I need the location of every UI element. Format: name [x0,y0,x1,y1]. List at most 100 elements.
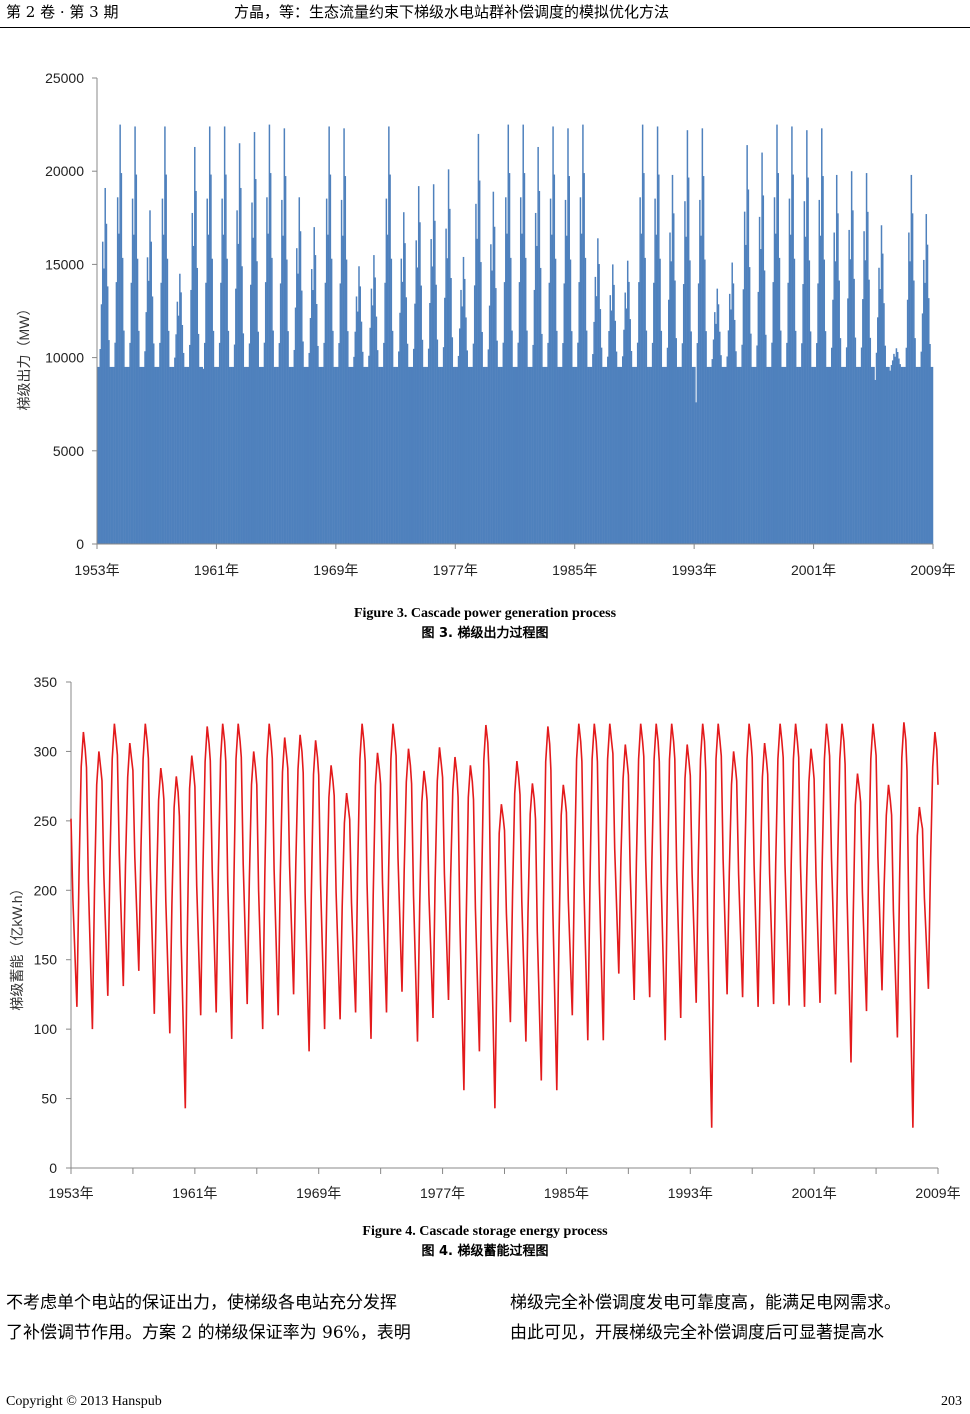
power-bar [378,366,380,544]
x-tick-label: 1969年 [296,1185,341,1201]
power-bar [537,146,539,544]
power-bar [495,288,497,544]
power-bar [543,366,546,544]
power-bar [730,309,732,544]
power-bar [740,366,742,544]
power-bar [452,366,455,544]
power-bar [99,349,101,544]
power-bar [847,298,849,544]
power-bar [328,126,330,545]
power-bar [111,366,114,544]
power-bar [556,330,558,544]
y-tick-label: 250 [34,813,58,829]
power-bar [126,366,129,544]
power-bar [401,281,404,544]
power-bar [686,130,689,544]
power-bar [869,337,872,544]
figure-3-caption-cn: 图 3. 梯级出力过程图 [421,626,549,641]
power-bar [562,343,564,544]
power-bar [301,290,303,544]
power-bar [908,232,910,544]
power-bar [624,292,626,544]
power-bar [529,366,532,544]
power-bar [858,366,860,544]
power-bar [696,343,699,544]
power-bar [629,319,631,544]
power-bar [176,301,179,544]
power-bar [835,174,838,544]
power-bar [716,288,719,544]
power-bar [661,366,664,544]
power-bar [583,173,585,544]
power-bar [577,342,579,544]
power-bar [715,323,717,544]
power-bar [666,347,669,544]
power-bar [344,176,347,545]
body-left-column: 不考虑单个电站的保证出力，使梯级各电站充分发挥 了补偿调节作用。方案 2 的梯级… [6,1288,476,1348]
power-bar [220,282,222,544]
power-bar [626,260,629,544]
power-bar [551,234,553,545]
y-tick-label: 300 [34,743,58,759]
power-bar [233,344,236,544]
power-bar [762,195,765,544]
y-axis-label: 梯级出力（MW） [16,302,32,411]
power-bar [855,366,858,544]
power-bar [848,229,850,544]
power-bar [376,350,379,544]
power-bar [653,282,655,544]
power-bar [561,366,563,544]
power-bar [633,366,635,544]
power-bar [405,297,408,544]
power-bar [781,366,783,544]
power-bar [135,174,138,544]
power-bar [174,357,176,544]
power-bar [676,366,679,544]
power-bar [863,231,865,544]
power-bar [343,128,345,544]
power-bar [113,366,115,544]
power-bar [286,259,288,544]
power-bar [517,342,519,544]
power-bar [819,235,822,544]
power-bar [599,309,602,544]
power-bar [148,280,150,544]
power-bar [572,366,574,544]
power-bar [232,366,235,544]
power-bar [131,198,134,544]
power-bar [463,278,466,544]
power-bar [792,174,794,544]
power-bar [564,199,567,545]
power-bar [370,288,373,544]
power-bar [437,366,440,544]
power-bar [775,233,777,545]
power-bar [118,233,120,545]
power-bar [755,366,757,544]
power-bar [206,198,208,544]
power-bar [826,366,828,544]
figure-4-chart: 梯级蓄能（亿kW.h） 0 50 100 150 200 250 300 350 1953年 1… [9,674,961,1201]
power-bar [557,366,559,544]
power-bar [391,330,394,544]
power-bar [121,257,124,544]
power-bar [582,124,584,544]
power-bar [593,321,595,544]
power-bar [750,333,752,544]
power-bar [894,356,896,544]
power-bar [711,359,714,544]
power-bar [424,366,426,544]
power-bar [297,273,299,544]
body-line: 了补偿调节作用。方案 2 的梯级保证率为 96%，表明 [6,1323,411,1343]
power-bar [271,257,273,544]
power-bar [548,282,551,544]
body-right-column: 梯级完全补偿调度发电可靠度高，能满足电网需求。 由此可见，开展梯级完全补偿调度后… [510,1288,968,1348]
power-bar [737,366,740,544]
power-bar [763,270,766,544]
power-bar [309,317,312,544]
power-bar [607,356,609,544]
power-bar [281,199,283,545]
power-bar [136,258,139,544]
power-bar [390,258,393,544]
running-header: 第 2 卷 · 第 3 期 方晶，等：生态流量约束下梯级水电站群补偿调度的模拟优… [6,2,964,26]
power-bar [648,366,650,544]
